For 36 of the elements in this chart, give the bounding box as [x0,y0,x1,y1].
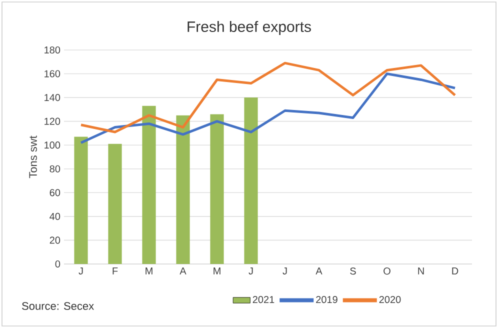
x-tick-label: S [350,268,356,275]
line-series [80,62,456,134]
x-tick-label: A [180,268,186,274]
legend-label: 2019 [316,296,338,304]
bar [176,115,190,264]
x-tick-label: F [112,268,118,274]
y-tick-label: 140 [44,94,60,102]
x-tick-label: J [282,268,287,274]
bar [142,106,156,264]
line-series [80,72,456,144]
x-tick-label: M [214,268,220,274]
x-tick-label: O [384,268,390,275]
x-tick-label: J [78,268,83,274]
y-tick-label: 20 [50,236,60,244]
x-tick-label: A [316,268,322,274]
source-note: Source: Secex [22,302,94,310]
x-tick-label: N [418,268,424,274]
bar [74,136,88,264]
y-tick-label: 120 [44,118,60,125]
legend-label: 2021 [252,296,274,304]
x-tick-label: M [146,268,152,274]
y-tick-label: 100 [44,142,60,149]
bar [210,114,224,264]
y-tick-label: 40 [50,212,60,220]
y-tick-label: 80 [50,165,60,172]
y-tick-label: 180 [44,46,60,54]
bar [244,98,258,264]
y-tick-label: 60 [50,189,60,196]
bar [108,144,122,264]
y-tick-label: 0 [55,260,60,268]
y-tick-label: 160 [44,70,60,78]
chart-title: Fresh beef exports [188,21,311,35]
x-tick-label: D [452,268,458,274]
x-tick-label: J [248,268,253,274]
y-axis-title: Tons swt [29,136,37,178]
legend-label: 2020 [379,296,401,304]
